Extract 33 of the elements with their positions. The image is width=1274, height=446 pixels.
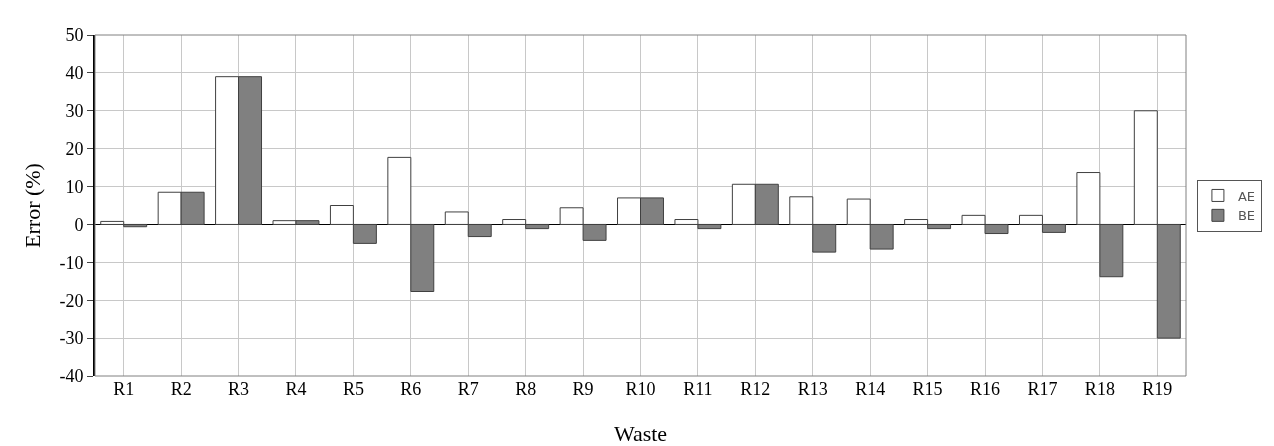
x-tick-label: R8 bbox=[515, 379, 537, 399]
x-tick-label: R17 bbox=[1027, 379, 1058, 399]
y-tick-label: -30 bbox=[59, 328, 84, 349]
y-tick-label: -40 bbox=[59, 366, 84, 387]
y-tick-label: 10 bbox=[65, 176, 84, 197]
y-axis-title: Error (%) bbox=[20, 163, 45, 248]
x-tick-label: R9 bbox=[572, 379, 594, 399]
x-tick-label: R16 bbox=[970, 379, 1001, 399]
x-tick-label: R11 bbox=[683, 379, 713, 399]
x-tick-label: R4 bbox=[285, 379, 307, 399]
y-tick-label: 0 bbox=[74, 214, 84, 235]
x-tick-label: R3 bbox=[228, 379, 250, 399]
x-tick-label: R10 bbox=[625, 379, 656, 399]
y-tick-label: -20 bbox=[59, 290, 84, 311]
y-tick-label: 20 bbox=[65, 138, 84, 159]
x-tick-label: R6 bbox=[400, 379, 422, 399]
y-tick-label: 50 bbox=[65, 25, 84, 46]
y-tick-label: 30 bbox=[65, 101, 84, 122]
x-tick-label: R18 bbox=[1084, 379, 1115, 399]
x-tick-label: R7 bbox=[457, 379, 479, 399]
y-tick-label: -10 bbox=[59, 252, 84, 273]
x-tick-label: R1 bbox=[113, 379, 135, 399]
x-tick-label: R15 bbox=[912, 379, 943, 399]
x-tick-label: R12 bbox=[740, 379, 771, 399]
x-tick-label: R14 bbox=[855, 379, 886, 399]
x-tick-label: R19 bbox=[1142, 379, 1173, 399]
x-tick-label: R13 bbox=[797, 379, 828, 399]
legend-label: AE bbox=[1237, 188, 1256, 204]
legend-label: BE bbox=[1237, 208, 1256, 224]
x-tick-label: R5 bbox=[342, 379, 364, 399]
y-tick-label: 40 bbox=[65, 63, 84, 84]
x-tick-label: R2 bbox=[170, 379, 192, 399]
x-axis-title: Waste bbox=[613, 421, 668, 446]
